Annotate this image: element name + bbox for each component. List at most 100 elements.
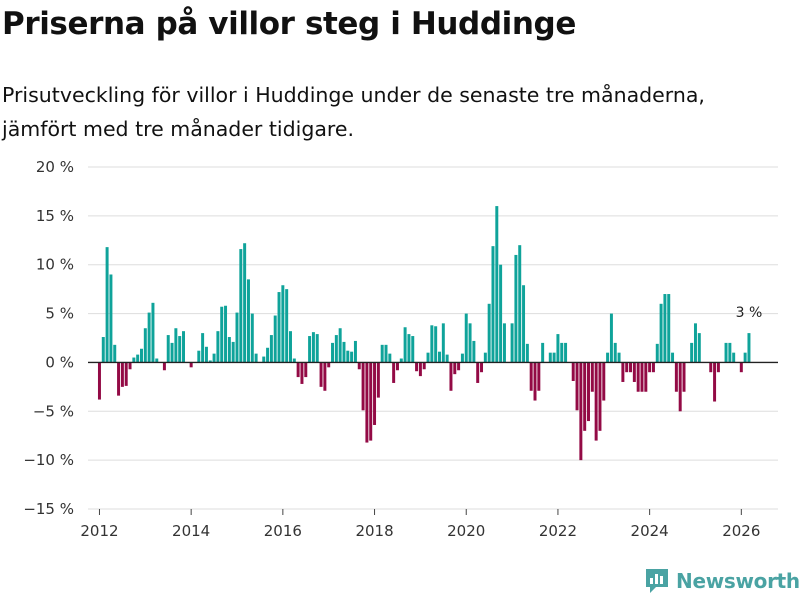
bar (331, 342, 335, 363)
bar (671, 352, 675, 363)
bar (430, 325, 434, 363)
bar (678, 362, 682, 412)
bar (602, 362, 606, 401)
bar (170, 342, 174, 363)
bar (598, 362, 602, 431)
bar (564, 342, 568, 363)
bar (342, 341, 346, 363)
x-tick-label: 2024 (631, 522, 669, 540)
bar (97, 362, 101, 400)
bar (743, 352, 747, 363)
bar (659, 303, 663, 363)
data-label: 3 % (736, 305, 763, 321)
bar (713, 362, 717, 402)
chart-subtitle: Prisutveckling för villor i Huddinge und… (2, 83, 705, 141)
bar (525, 343, 529, 363)
bar (499, 264, 503, 363)
brand-logo: Newsworthy (644, 567, 800, 595)
bar (128, 362, 132, 370)
bar (632, 362, 636, 382)
bar (334, 335, 338, 363)
bar (350, 351, 354, 363)
bar (491, 246, 495, 363)
bar (732, 352, 736, 363)
bar (143, 328, 147, 363)
bar (663, 294, 667, 363)
bar (220, 306, 224, 363)
bar (197, 350, 201, 363)
bar (147, 312, 151, 363)
annotation-group: 3 % (736, 305, 763, 321)
bar (613, 342, 617, 363)
brand-name: Newsworthy (676, 569, 800, 593)
x-tick-label: 2018 (355, 522, 393, 540)
bar (162, 362, 166, 371)
bar (682, 362, 686, 392)
bar (445, 354, 449, 363)
bar (109, 274, 113, 363)
bar (651, 362, 655, 373)
bar (353, 340, 357, 363)
bar (365, 362, 369, 443)
bar (483, 352, 487, 363)
x-tick-label: 2016 (264, 522, 302, 540)
x-axis: 2012 2014 2016 2018 2020 2022 2024 2026 (80, 509, 760, 540)
bar-series (97, 206, 751, 461)
bar (590, 362, 594, 392)
x-tick-label: 2020 (447, 522, 485, 540)
bar (262, 356, 266, 363)
bar (250, 313, 254, 363)
bar (541, 342, 545, 363)
bar (216, 331, 220, 363)
y-tick-label: 20 % (36, 158, 74, 176)
bar (667, 294, 671, 363)
bar (254, 353, 258, 363)
y-tick-label: −5 % (33, 402, 74, 420)
bar (648, 362, 652, 373)
bar (514, 254, 518, 363)
bar (308, 336, 312, 363)
bar (537, 362, 541, 391)
chart-title: Priserna på villor steg i Huddinge (2, 6, 576, 42)
bar (510, 323, 514, 363)
bar (487, 303, 491, 363)
bar (189, 362, 193, 368)
bar (739, 362, 743, 373)
bar (609, 313, 613, 363)
bar (644, 362, 648, 392)
bar (289, 331, 292, 363)
bar (101, 337, 105, 363)
bar (178, 336, 182, 363)
bar (285, 289, 289, 363)
bar (132, 357, 136, 363)
bar (571, 362, 575, 381)
bar (235, 312, 239, 363)
bar (155, 358, 159, 363)
bar (380, 344, 384, 363)
bar (151, 302, 155, 363)
y-axis: 20 % 15 % 10 % 5 % 0 % −5 % −10 % −15 % (23, 158, 74, 518)
x-tick-label: 2022 (539, 522, 577, 540)
bar (716, 362, 720, 373)
bar (453, 362, 457, 375)
bar (434, 326, 438, 363)
bar (361, 362, 365, 411)
bar (468, 323, 472, 363)
bar (449, 362, 453, 391)
bar (575, 362, 579, 411)
bar (292, 358, 296, 363)
bar (296, 362, 300, 378)
bar (246, 279, 250, 363)
x-tick-label: 2014 (172, 522, 210, 540)
bar (472, 340, 476, 363)
bar (338, 328, 342, 363)
bar (388, 353, 392, 363)
bar (346, 350, 350, 363)
bar (411, 336, 415, 363)
bar (747, 333, 751, 363)
bar (457, 362, 461, 371)
bar (441, 323, 445, 363)
bar (227, 337, 231, 363)
x-tick-label: 2026 (722, 522, 760, 540)
